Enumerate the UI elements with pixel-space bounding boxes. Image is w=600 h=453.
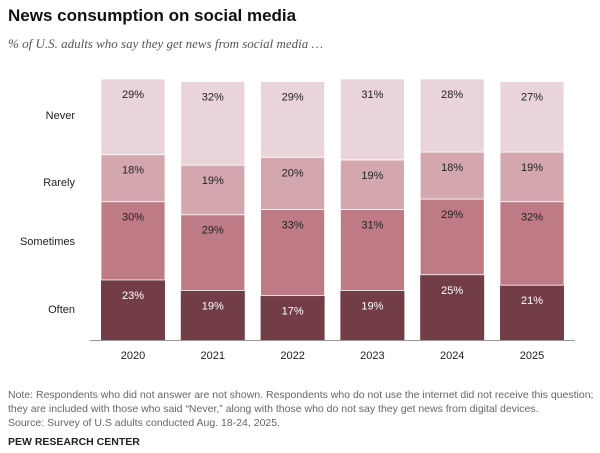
bar-segment-never-2025 [499,81,565,153]
bar-segment-often-2023 [340,290,405,340]
bar-segment-often-2025 [500,285,564,340]
note-line-1: Note: Respondents who did not answer are… [8,389,594,401]
data-label: 29% [122,89,144,101]
bar-segment-rarely-2021 [180,164,246,216]
bar-segment-never-2022 [260,81,326,158]
bar-segment-often-2022 [260,295,325,340]
data-label: 31% [361,220,383,232]
source-line: Source: Survey of U.S adults conducted A… [8,417,281,429]
data-label: 25% [441,285,463,297]
bar-segment-never-2020 [100,78,166,156]
data-label: 19% [361,300,383,312]
x-tick-label: 2021 [201,350,225,362]
bar-segment-sometimes-2025 [499,201,565,286]
x-tick-label: 2022 [280,350,304,362]
data-label: 33% [282,220,304,232]
bar-segment-often-2020 [101,279,165,340]
brand-logo-text: PEW RESEARCH CENTER [8,436,140,448]
bar-segment-rarely-2023 [339,159,405,210]
data-label: 19% [521,162,543,174]
data-label: 18% [122,165,144,177]
bar-segment-rarely-2020 [100,154,166,203]
data-label: 29% [441,209,463,221]
x-tick-label: 2024 [440,350,464,362]
x-tick-label: 2023 [360,350,384,362]
bar-segment-sometimes-2021 [180,214,246,291]
data-label: 29% [202,225,224,237]
data-label: 19% [361,170,383,182]
data-label: 21% [521,295,543,307]
legend-label-sometimes: Sometimes [20,236,76,248]
data-label: 31% [361,89,383,101]
data-label: 18% [441,162,463,174]
data-label: 17% [282,306,304,318]
data-label: 23% [122,290,144,302]
bar-segment-never-2024 [419,78,485,153]
bar-segment-often-2021 [180,290,245,340]
data-label: 30% [122,212,144,224]
chart-subtitle: % of U.S. adults who say they get news f… [8,36,324,51]
legend-label-often: Often [48,304,75,316]
data-label: 27% [521,92,543,104]
data-label: 32% [202,92,224,104]
legend-label-never: Never [46,110,76,122]
data-label: 29% [282,92,304,104]
stacked-bar-chart: 23% 30% 18% 29% 2020 19% 29% 19% 32% 2021 17% 33% 20… [20,78,575,362]
note-line-2: they are included with those who said “N… [8,403,539,415]
bar-segment-sometimes-2020 [100,201,166,281]
x-tick-label: 2020 [121,350,145,362]
data-label: 19% [202,300,224,312]
bar-segment-sometimes-2023 [339,209,405,291]
bar-segment-never-2021 [180,81,246,166]
bar-segment-often-2024 [420,274,485,340]
chart-title: News consumption on social media [8,6,297,25]
data-label: 20% [282,167,304,179]
x-tick-label: 2025 [520,350,544,362]
data-label: 19% [202,175,224,187]
bar-segment-rarely-2022 [260,156,326,210]
bar-segment-rarely-2024 [419,151,485,200]
data-label: 28% [441,89,463,101]
bar-segment-rarely-2025 [499,151,565,203]
legend-label-rarely: Rarely [43,177,75,189]
data-label: 32% [521,212,543,224]
bar-segment-never-2023 [339,78,405,161]
